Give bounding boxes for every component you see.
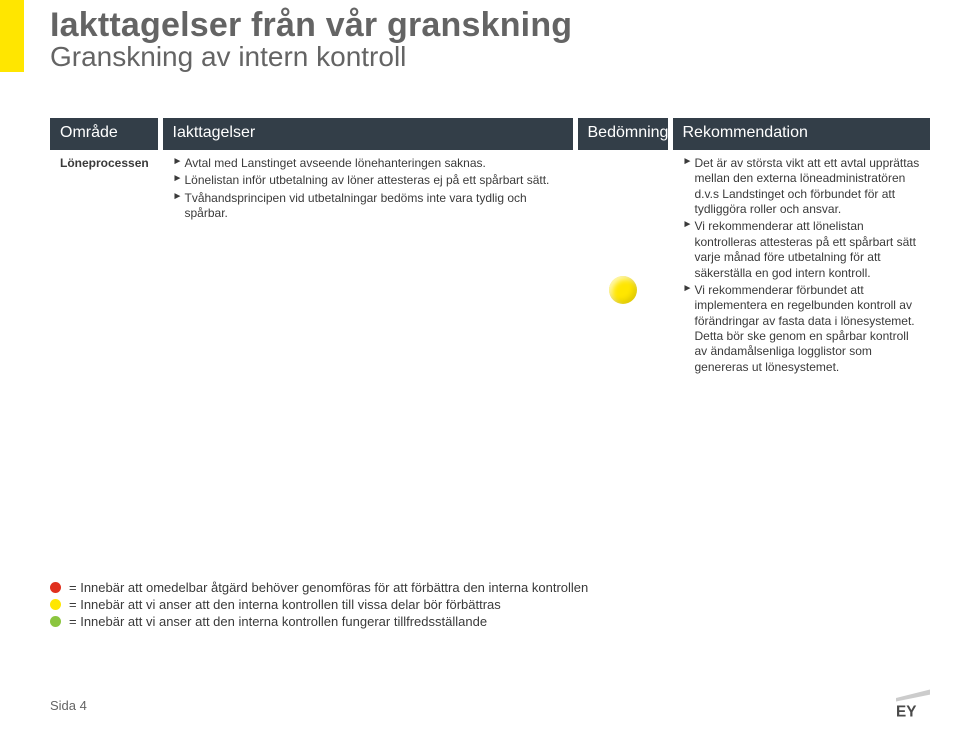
legend-dot-yellow-icon bbox=[50, 599, 61, 610]
legend-row-green: = Innebär att vi anser att den interna k… bbox=[50, 614, 588, 629]
observation-item: Avtal med Lanstinget avseende lönehanter… bbox=[173, 156, 563, 171]
page-number: Sida 4 bbox=[50, 698, 87, 713]
observation-item: Tvåhandsprincipen vid utbetalningar bedö… bbox=[173, 191, 563, 222]
legend-row-red: = Innebär att omedelbar åtgärd behöver g… bbox=[50, 580, 588, 595]
recommendation-item: Vi rekommenderar att lönelistan kontroll… bbox=[683, 219, 921, 280]
legend-dot-red-icon bbox=[50, 582, 61, 593]
findings-table-wrap: Område Iakttagelser Bedömning Rekommenda… bbox=[50, 118, 930, 387]
findings-table: Område Iakttagelser Bedömning Rekommenda… bbox=[50, 118, 930, 387]
cell-assessment bbox=[575, 150, 670, 387]
legend-text-yellow: = Innebär att vi anser att den interna k… bbox=[69, 597, 501, 612]
legend-text-red: = Innebär att omedelbar åtgärd behöver g… bbox=[69, 580, 588, 595]
observation-list: Avtal med Lanstinget avseende lönehanter… bbox=[173, 156, 563, 221]
recommendation-list: Det är av största vikt att ett avtal upp… bbox=[683, 156, 921, 375]
legend-row-yellow: = Innebär att vi anser att den interna k… bbox=[50, 597, 588, 612]
th-area: Område bbox=[50, 118, 160, 150]
status-dot-icon bbox=[609, 276, 637, 304]
recommendation-item: Vi rekommenderar förbundet att implement… bbox=[683, 283, 921, 375]
legend-dot-green-icon bbox=[50, 616, 61, 627]
th-assessment: Bedömning bbox=[575, 118, 670, 150]
title-block: Iakttagelser från vår granskning Granskn… bbox=[50, 6, 572, 73]
cell-observations: Avtal med Lanstinget avseende lönehanter… bbox=[160, 150, 575, 387]
cell-recommendations: Det är av största vikt att ett avtal upp… bbox=[670, 150, 930, 387]
recommendation-item: Det är av största vikt att ett avtal upp… bbox=[683, 156, 921, 217]
page-subtitle: Granskning av intern kontroll bbox=[50, 41, 572, 73]
observation-item: Lönelistan inför utbetalning av löner at… bbox=[173, 173, 563, 188]
accent-bar bbox=[0, 0, 24, 72]
legend-text-green: = Innebär att vi anser att den interna k… bbox=[69, 614, 487, 629]
svg-text:EY: EY bbox=[896, 704, 916, 719]
page-title: Iakttagelser från vår granskning bbox=[50, 6, 572, 45]
table-header-row: Område Iakttagelser Bedömning Rekommenda… bbox=[50, 118, 930, 150]
th-observation: Iakttagelser bbox=[160, 118, 575, 150]
legend: = Innebär att omedelbar åtgärd behöver g… bbox=[50, 580, 588, 631]
cell-area: Löneprocessen bbox=[50, 150, 160, 387]
th-recommendation: Rekommendation bbox=[670, 118, 930, 150]
table-row: Löneprocessen Avtal med Lanstinget avsee… bbox=[50, 150, 930, 387]
ey-logo-icon: EY bbox=[896, 689, 930, 719]
